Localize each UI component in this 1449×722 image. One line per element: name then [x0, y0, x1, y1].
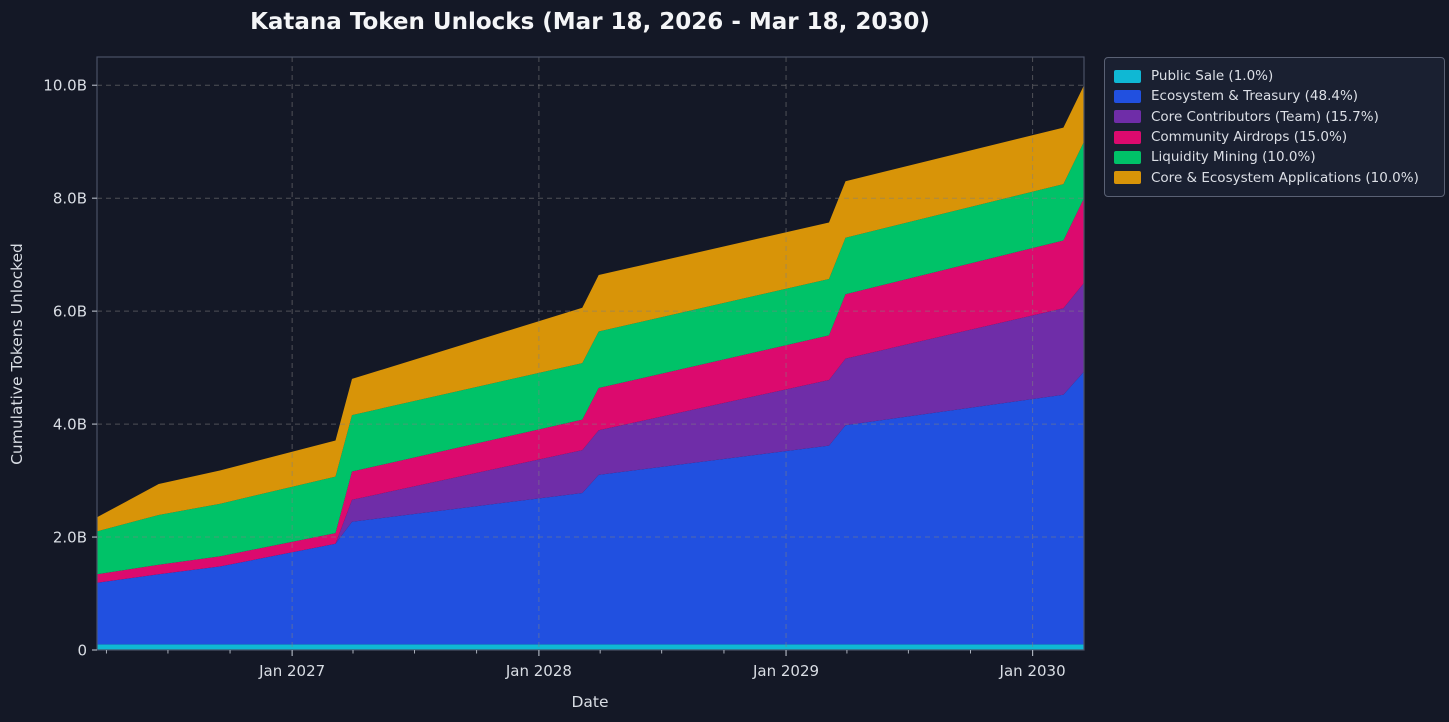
y-tick-label-4.0B: 4.0B [53, 416, 87, 434]
legend-label: Ecosystem & Treasury (48.4%) [1151, 88, 1359, 105]
y-tick-label-2.0B: 2.0B [53, 529, 87, 547]
legend-swatch-icon [1114, 171, 1141, 185]
axis-tick-labels: 0 2.0B 4.0B 6.0B 8.0B 10.0B Jan 2027 Jan 2028 Ja… [43, 77, 1065, 680]
legend-label: Core & Ecosystem Applications (10.0%) [1151, 169, 1419, 186]
axis-ticks [92, 84, 1034, 656]
legend-swatch-icon [1114, 110, 1141, 124]
area-ecosystem-treasury [97, 371, 1084, 645]
legend-label: Liquidity Mining (10.0%) [1151, 149, 1316, 166]
area-liquidity-mining [97, 141, 1084, 575]
legend-label: Community Airdrops (15.0%) [1151, 129, 1348, 146]
plot-border [96, 56, 1085, 651]
area-core-ecosystem-applications [97, 85, 1084, 532]
legend-item-public-sale: Public Sale (1.0%) [1114, 66, 1434, 86]
x-tick-label-Jan-2030: Jan 2030 [999, 662, 1066, 680]
area-public-sale [97, 644, 1084, 650]
legend-swatch-icon [1114, 150, 1141, 164]
gridlines [97, 57, 1084, 650]
legend-item-liquidity-mining: Liquidity Mining (10.0%) [1114, 147, 1434, 167]
x-tick-label-Jan-2028: Jan 2028 [505, 662, 572, 680]
legend-label: Core Contributors (Team) (15.7%) [1151, 108, 1379, 125]
legend-item-community-airdrops: Community Airdrops (15.0%) [1114, 127, 1434, 147]
legend-item-core-contributors-team-: Core Contributors (Team) (15.7%) [1114, 107, 1434, 127]
legend-swatch-icon [1114, 69, 1141, 83]
legend-swatch-icon [1114, 130, 1141, 144]
legend-label: Public Sale (1.0%) [1151, 68, 1274, 85]
chart-title: Katana Token Unlocks (Mar 18, 2026 - Mar… [250, 9, 930, 35]
x-tick-label-Jan-2027: Jan 2027 [258, 662, 325, 680]
y-tick-label-0: 0 [77, 642, 87, 660]
x-tick-label-Jan-2029: Jan 2029 [752, 662, 819, 680]
legend-item-core-ecosystem-applications: Core & Ecosystem Applications (10.0%) [1114, 168, 1434, 188]
y-axis-title: Cumulative Tokens Unlocked [8, 243, 26, 465]
stacked-areas [97, 85, 1084, 650]
legend-swatch-icon [1114, 89, 1141, 103]
y-tick-label-6.0B: 6.0B [53, 303, 87, 321]
legend-item-ecosystem-treasury: Ecosystem & Treasury (48.4%) [1114, 86, 1434, 106]
x-axis-title: Date [571, 693, 608, 711]
y-tick-label-10.0B: 10.0B [43, 77, 87, 95]
chart-legend: Public Sale (1.0%) Ecosystem & Treasury (… [1104, 57, 1445, 197]
y-tick-label-8.0B: 8.0B [53, 190, 87, 208]
plot-spines [96, 56, 1085, 651]
